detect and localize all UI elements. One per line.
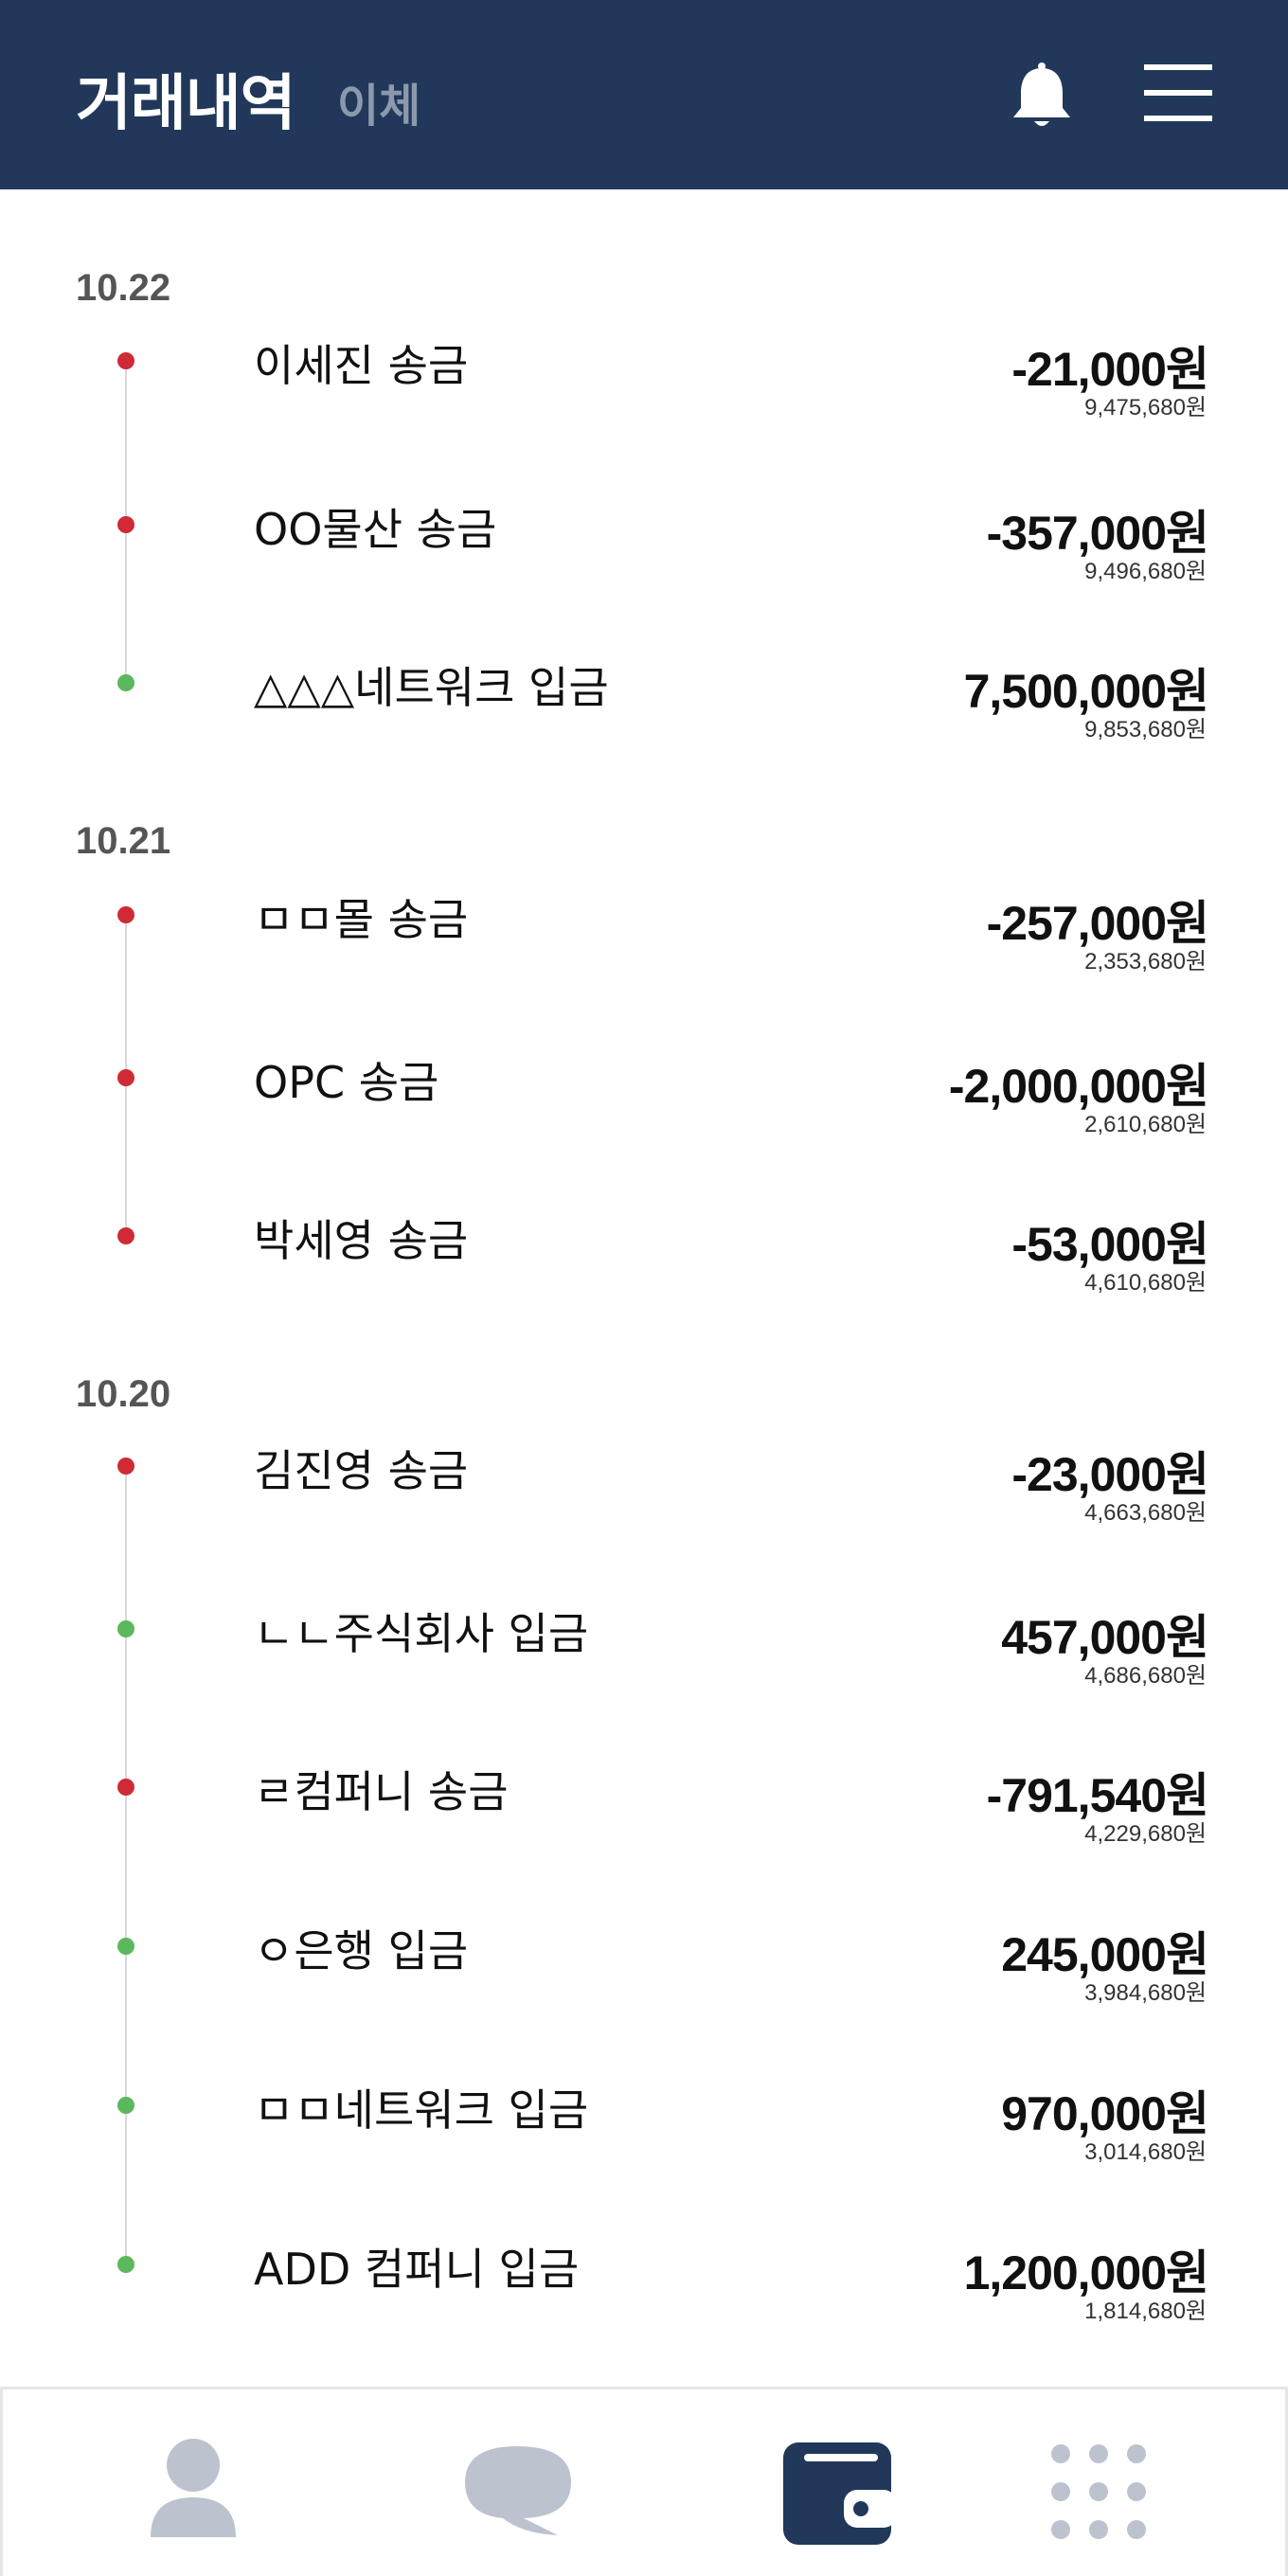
- balance-after: 3,014,680원: [1084, 2139, 1207, 2165]
- nav-chat[interactable]: [456, 2435, 579, 2549]
- transaction-name: OPC 송금: [254, 1057, 439, 1108]
- transaction-amount: 970,000원: [1001, 2087, 1209, 2140]
- transaction-name: △△△네트워크 입금: [254, 662, 609, 713]
- transaction-amount: -53,000원: [1011, 1218, 1209, 1271]
- transaction-row[interactable]: OO물산 송금 -357,000원 9,496,680원: [0, 486, 1288, 618]
- transaction-amount: 245,000원: [1001, 1928, 1209, 1981]
- transaction-amount: 7,500,000원: [963, 665, 1209, 718]
- balance-after: 2,353,680원: [1084, 949, 1207, 975]
- page-title: 거래내역: [76, 69, 296, 139]
- transaction-amount: 457,000원: [1001, 1611, 1209, 1664]
- app-header: 거래내역 이체: [0, 0, 1288, 189]
- balance-after: 1,814,680원: [1084, 2299, 1207, 2324]
- transaction-name: ㄴㄴ주식회사 입금: [254, 1608, 589, 1659]
- bottom-nav: [0, 2387, 1288, 2576]
- hamburger-menu-icon[interactable]: [1144, 63, 1212, 123]
- transaction-row[interactable]: ㄴㄴ주식회사 입금 457,000원 4,686,680원: [0, 1590, 1288, 1723]
- transaction-name: ㅁㅁ몰 송금: [254, 894, 469, 945]
- transaction-row[interactable]: ㅁㅁ몰 송금 -257,000원 2,353,680원: [0, 876, 1288, 1009]
- incoming-dot: [117, 1938, 134, 1955]
- nav-profile[interactable]: [132, 2435, 255, 2549]
- transaction-name: ㅁㅁ네트워크 입금: [254, 2084, 589, 2136]
- transaction-name: ADD 컴퍼니 입금: [254, 2244, 580, 2295]
- balance-after: 9,496,680원: [1084, 559, 1207, 584]
- nav-wallet[interactable]: [776, 2435, 899, 2549]
- balance-after: 9,475,680원: [1084, 395, 1207, 420]
- wallet-icon: [783, 2442, 897, 2545]
- apps-grid-icon: [1051, 2444, 1146, 2539]
- bell-icon[interactable]: [1006, 61, 1078, 133]
- transaction-amount: 1,200,000원: [963, 2246, 1209, 2299]
- transaction-amount: -257,000원: [986, 897, 1209, 950]
- transaction-name: 이세진 송금: [254, 340, 469, 391]
- transaction-name: 김진영 송금: [254, 1445, 469, 1496]
- balance-after: 4,663,680원: [1084, 1500, 1207, 1526]
- outgoing-dot: [117, 516, 134, 533]
- transaction-row[interactable]: ㄹ컴퍼니 송금 -791,540원 4,229,680원: [0, 1748, 1288, 1881]
- transaction-row[interactable]: ㅇ은행 입금 245,000원 3,984,680원: [0, 1907, 1288, 2040]
- balance-after: 4,229,680원: [1084, 1821, 1207, 1847]
- chat-bubble-icon: [465, 2446, 571, 2535]
- transaction-name: ㅇ은행 입금: [254, 1925, 469, 1977]
- incoming-dot: [117, 674, 134, 691]
- transaction-name: OO물산 송금: [254, 504, 497, 555]
- transaction-row[interactable]: ADD 컴퍼니 입금 1,200,000원 1,814,680원: [0, 2226, 1288, 2358]
- transaction-amount: -2,000,000원: [948, 1060, 1209, 1113]
- outgoing-dot: [117, 1227, 134, 1244]
- outgoing-dot: [117, 1458, 134, 1475]
- incoming-dot: [117, 1620, 134, 1637]
- transaction-row[interactable]: ㅁㅁ네트워크 입금 970,000원 3,014,680원: [0, 2066, 1288, 2199]
- balance-after: 4,610,680원: [1084, 1270, 1207, 1296]
- outgoing-dot: [117, 1069, 134, 1086]
- transaction-amount: -21,000원: [1011, 343, 1209, 396]
- transaction-row[interactable]: 박세영 송금 -53,000원 4,610,680원: [0, 1197, 1288, 1330]
- nav-apps[interactable]: [1037, 2435, 1160, 2549]
- date-label: 10.22: [76, 267, 171, 309]
- incoming-dot: [117, 2256, 134, 2273]
- transaction-amount: -357,000원: [986, 507, 1209, 560]
- profile-icon: [151, 2439, 236, 2537]
- transaction-row[interactable]: OPC 송금 -2,000,000원 2,610,680원: [0, 1039, 1288, 1172]
- tab-transfer[interactable]: 이체: [337, 80, 421, 133]
- transaction-name: ㄹ컴퍼니 송금: [254, 1766, 509, 1817]
- transaction-amount: -23,000원: [1011, 1448, 1209, 1501]
- outgoing-dot: [117, 906, 134, 923]
- transaction-row[interactable]: △△△네트워크 입금 7,500,000원 9,853,680원: [0, 644, 1288, 777]
- transaction-amount: -791,540원: [986, 1769, 1209, 1822]
- transaction-name: 박세영 송금: [254, 1215, 469, 1266]
- outgoing-dot: [117, 1779, 134, 1796]
- balance-after: 3,984,680원: [1084, 1980, 1207, 2006]
- balance-after: 9,853,680원: [1084, 717, 1207, 742]
- transaction-row[interactable]: 이세진 송금 -21,000원 9,475,680원: [0, 322, 1288, 455]
- transaction-row[interactable]: 김진영 송금 -23,000원 4,663,680원: [0, 1427, 1288, 1560]
- date-label: 10.21: [76, 820, 171, 862]
- timeline-line: [125, 1474, 127, 2269]
- balance-after: 4,686,680원: [1084, 1663, 1207, 1689]
- incoming-dot: [117, 2097, 134, 2114]
- date-label: 10.20: [76, 1373, 171, 1415]
- outgoing-dot: [117, 352, 134, 369]
- balance-after: 2,610,680원: [1084, 1112, 1207, 1137]
